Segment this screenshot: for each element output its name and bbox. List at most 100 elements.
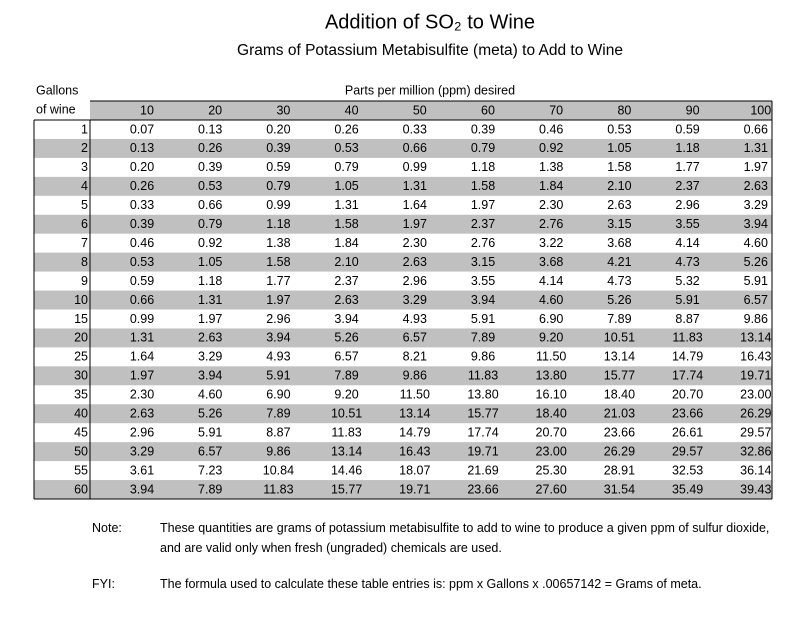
value-cell: 3.29 [403, 293, 427, 307]
value-cell: 2.63 [403, 255, 427, 269]
value-cell: 3.68 [607, 236, 631, 250]
value-cell: 5.26 [744, 255, 768, 269]
value-cell: 1.97 [198, 312, 222, 326]
value-cell: 7.89 [266, 407, 290, 421]
value-cell: 0.53 [198, 179, 222, 193]
value-cell: 4.93 [403, 312, 427, 326]
value-cell: 6.57 [744, 293, 768, 307]
value-cell: 10.51 [331, 407, 362, 421]
sheet: Addition of SO₂ to Wine Grams of Potassi… [33, 11, 773, 500]
value-cell: 0.99 [403, 160, 427, 174]
value-cell: 7.89 [198, 482, 222, 496]
value-cell: 3.94 [130, 482, 154, 496]
value-cell: 15.77 [331, 482, 362, 496]
value-cell: 2.63 [607, 198, 631, 212]
value-cell: 5.91 [675, 293, 699, 307]
value-cell: 13.14 [740, 331, 771, 345]
value-cell: 1.18 [471, 160, 495, 174]
value-cell: 0.46 [130, 236, 154, 250]
value-cell: 6.90 [539, 312, 563, 326]
gallons-cell: 45 [74, 425, 88, 439]
row-header: of wine [36, 102, 76, 116]
value-cell: 0.13 [130, 141, 154, 155]
value-cell: 14.79 [672, 350, 703, 364]
value-cell: 0.53 [607, 122, 631, 136]
value-cell: 0.59 [130, 274, 154, 288]
value-cell: 28.91 [604, 463, 635, 477]
value-cell: 1.58 [266, 255, 290, 269]
note-label: Note: [92, 521, 122, 535]
column-group: Parts per million (ppm) desired [345, 83, 515, 97]
value-cell: 2.30 [539, 198, 563, 212]
value-cell: 19.71 [740, 369, 771, 383]
value-cell: 2.96 [266, 312, 290, 326]
value-cell: 5.91 [471, 312, 495, 326]
value-cell: 3.15 [471, 255, 495, 269]
column-header: 100 [750, 103, 771, 117]
value-cell: 2.63 [744, 179, 768, 193]
value-cell: 3.29 [198, 350, 222, 364]
value-cell: 18.40 [604, 388, 635, 402]
value-cell: 1.97 [130, 369, 154, 383]
value-cell: 0.59 [675, 122, 699, 136]
gallons-cell: 55 [74, 463, 88, 477]
value-cell: 1.31 [403, 179, 427, 193]
value-cell: 2.10 [607, 179, 631, 193]
value-cell: 26.29 [604, 444, 635, 458]
gallons-cell: 30 [74, 369, 88, 383]
value-cell: 23.66 [672, 407, 703, 421]
value-cell: 1.38 [539, 160, 563, 174]
value-cell: 29.57 [740, 425, 771, 439]
value-cell: 25.30 [536, 463, 567, 477]
value-cell: 32.86 [740, 444, 771, 458]
value-cell: 3.94 [334, 312, 358, 326]
row-band [34, 404, 772, 424]
value-cell: 9.86 [266, 444, 290, 458]
value-cell: 2.37 [334, 274, 358, 288]
value-cell: 1.97 [266, 293, 290, 307]
value-cell: 0.66 [744, 122, 768, 136]
value-cell: 0.79 [334, 160, 358, 174]
value-cell: 19.71 [399, 482, 430, 496]
gallons-cell: 2 [81, 141, 88, 155]
row-band [34, 176, 772, 196]
column-header: 30 [276, 103, 290, 117]
gallons-cell: 9 [81, 274, 88, 288]
value-cell: 0.33 [403, 122, 427, 136]
row-band [34, 290, 772, 310]
value-cell: 2.76 [471, 236, 495, 250]
value-cell: 16.10 [536, 388, 567, 402]
value-cell: 0.53 [334, 141, 358, 155]
value-cell: 2.30 [403, 236, 427, 250]
value-cell: 4.14 [539, 274, 563, 288]
value-cell: 2.63 [334, 293, 358, 307]
value-cell: 6.57 [334, 350, 358, 364]
value-cell: 1.05 [607, 141, 631, 155]
value-cell: 3.94 [266, 331, 290, 345]
value-cell: 4.73 [675, 255, 699, 269]
value-cell: 3.55 [675, 217, 699, 231]
value-cell: 1.77 [266, 274, 290, 288]
value-cell: 36.14 [740, 463, 771, 477]
gallons-cell: 5 [81, 198, 88, 212]
fyi-text: The formula used to calculate these tabl… [160, 577, 702, 591]
value-cell: 1.77 [675, 160, 699, 174]
value-cell: 15.77 [467, 407, 498, 421]
value-cell: 39.43 [740, 482, 771, 496]
value-cell: 3.68 [539, 255, 563, 269]
value-cell: 0.26 [130, 179, 154, 193]
value-cell: 4.60 [539, 293, 563, 307]
value-cell: 1.58 [607, 160, 631, 174]
gallons-cell: 7 [81, 236, 88, 250]
value-cell: 13.80 [467, 388, 498, 402]
value-cell: 14.46 [331, 463, 362, 477]
value-cell: 20.70 [672, 388, 703, 402]
value-cell: 0.79 [198, 217, 222, 231]
value-cell: 1.97 [471, 198, 495, 212]
value-cell: 4.21 [607, 255, 631, 269]
value-cell: 3.29 [130, 444, 154, 458]
value-cell: 8.21 [403, 350, 427, 364]
value-cell: 1.84 [539, 179, 563, 193]
value-cell: 6.90 [266, 388, 290, 402]
value-cell: 0.92 [198, 236, 222, 250]
